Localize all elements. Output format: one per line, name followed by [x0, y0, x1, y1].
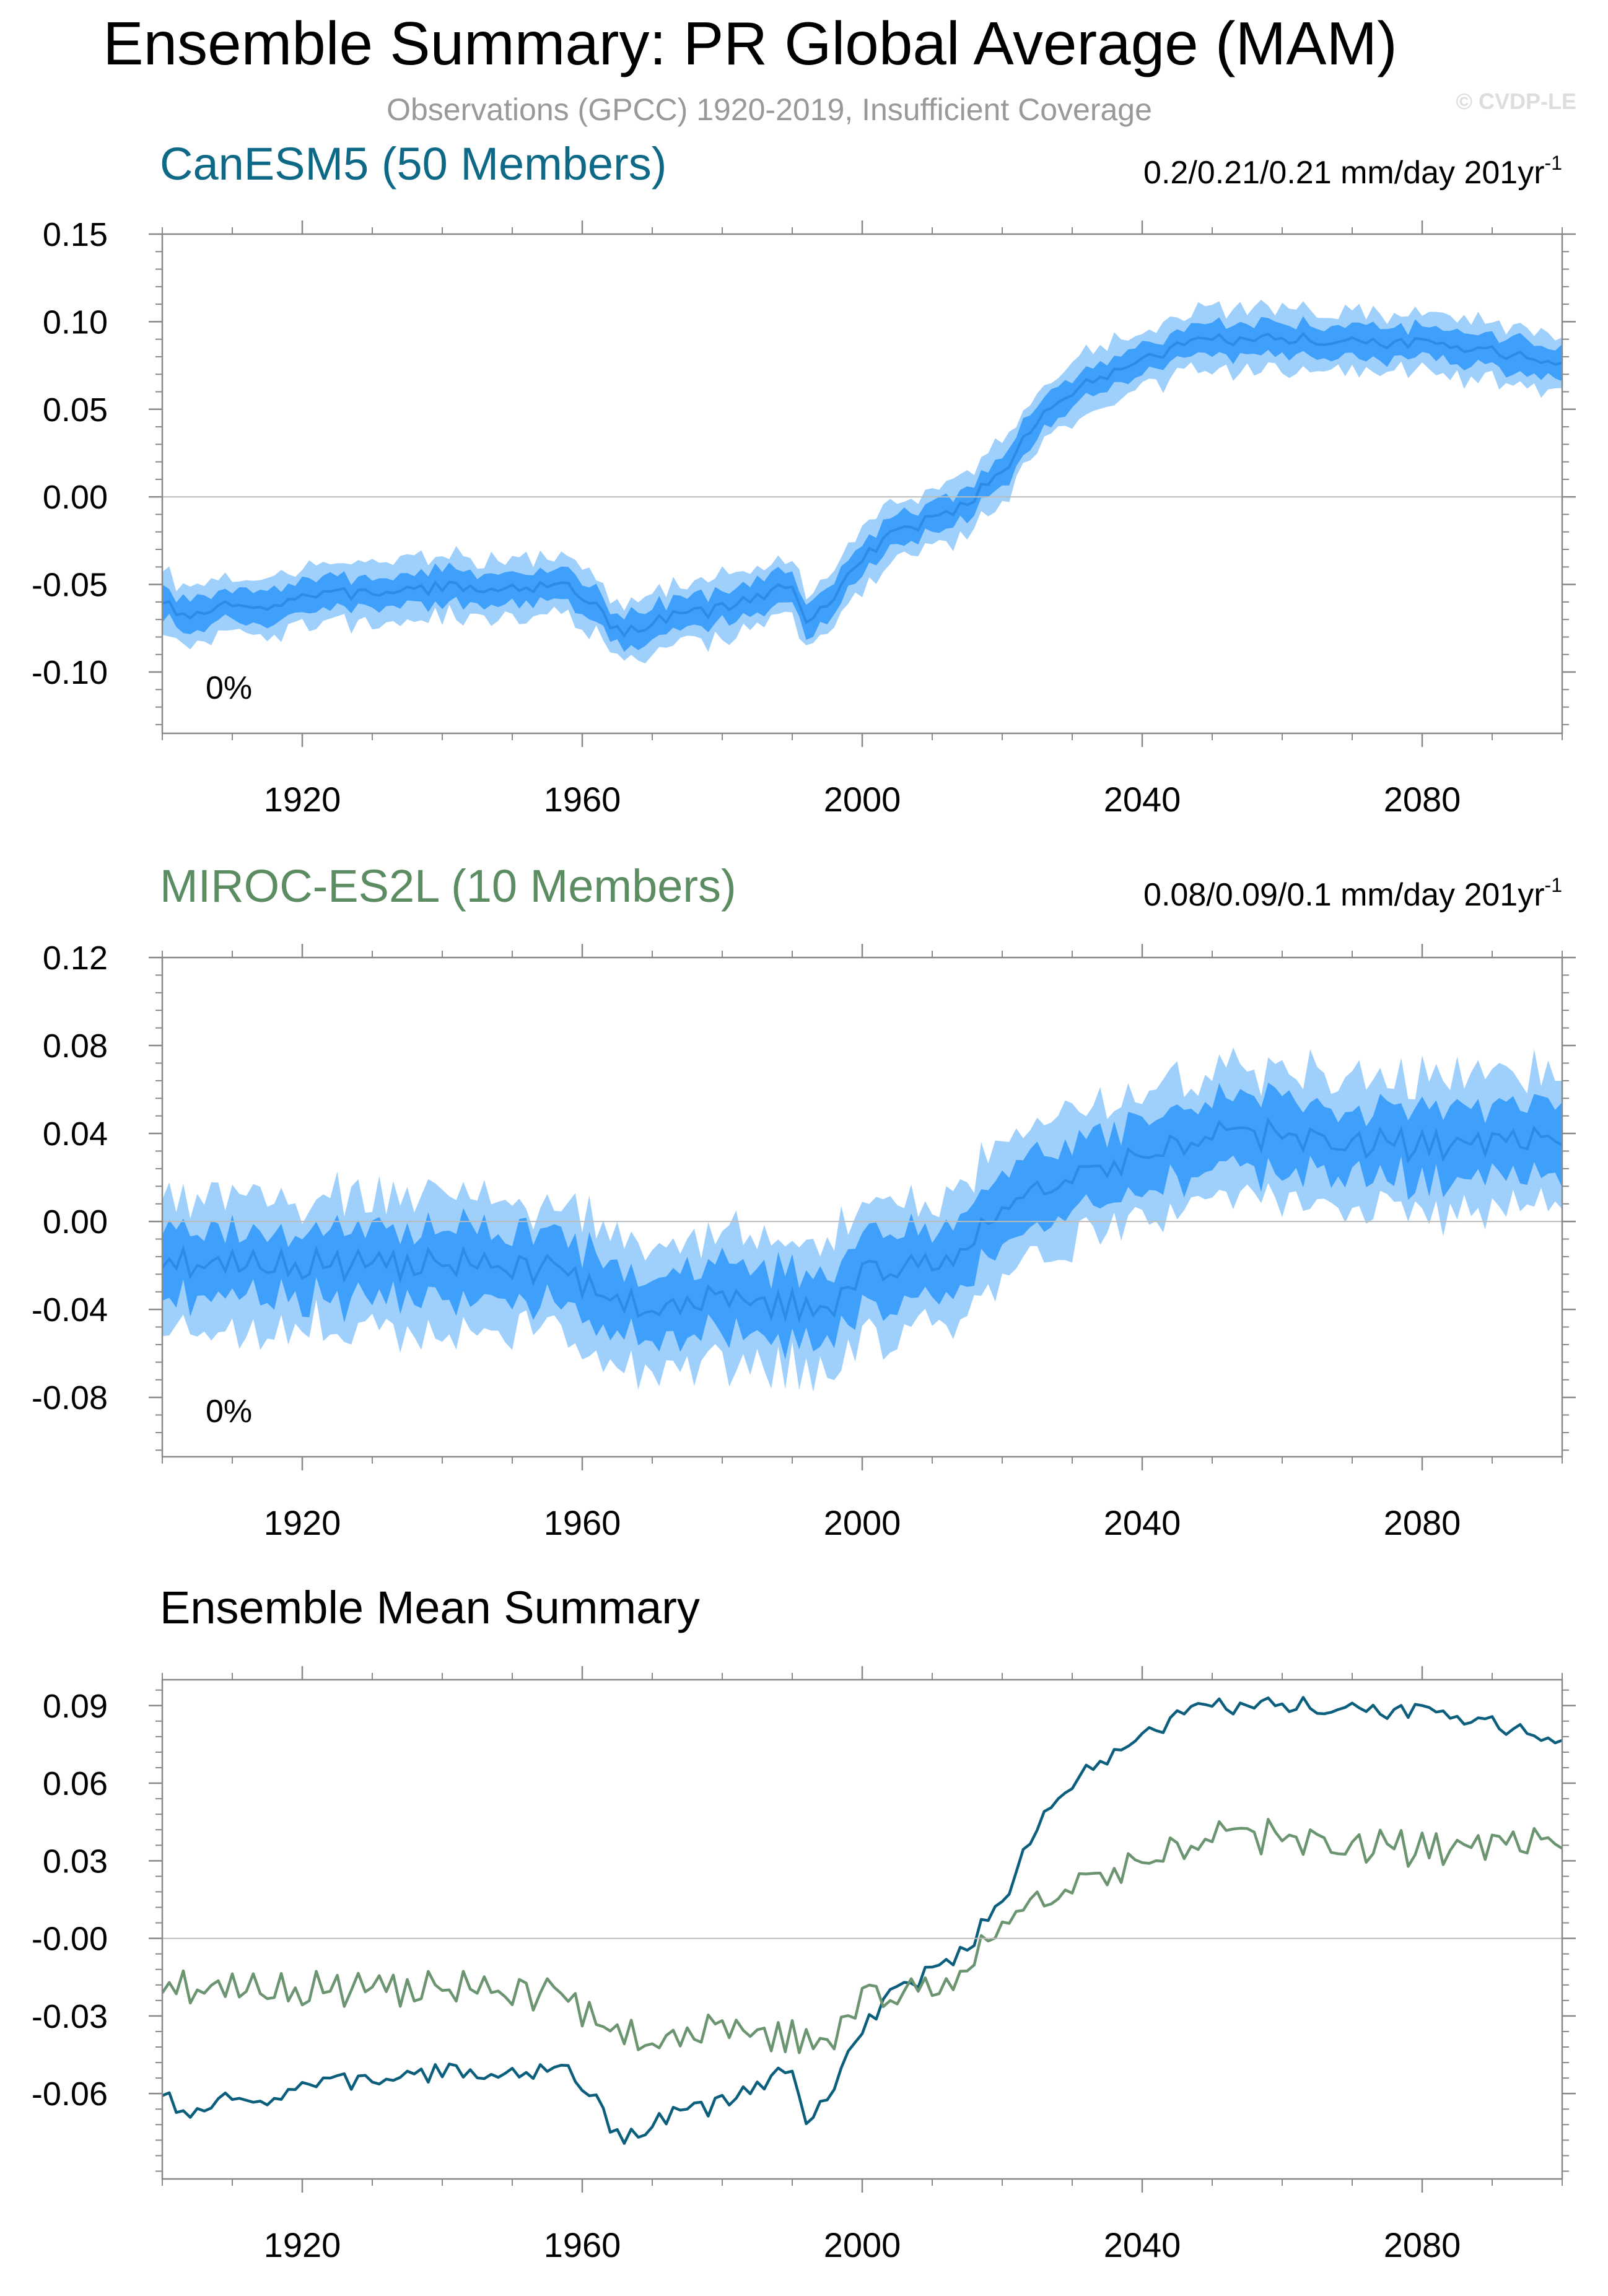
- canesm5-inner-spread-band: [162, 316, 1562, 652]
- summary-x-tick-label: 1960: [544, 2225, 621, 2264]
- canesm5-y-tick-label: -0.05: [32, 567, 108, 604]
- miroc-inner-spread-band: [162, 1082, 1562, 1360]
- miroc-panel: -0.08 -0.04 0.00 0.04 0.08 0.12 1920 1960 2000 20…: [32, 940, 1576, 1542]
- miroc-x-tick-label: 2040: [1104, 1503, 1181, 1542]
- canesm5-y-tick-label: 0.15: [43, 216, 108, 253]
- canesm5-ensemble-mean-line: [162, 331, 1562, 638]
- summary-y-tick-label: 0.09: [43, 1688, 108, 1725]
- canesm5-trend-sup: -1: [1545, 152, 1562, 174]
- miroc-trend-label: 0.08/0.09/0.1 mm/day 201yr-1: [1143, 874, 1562, 913]
- miroc-x-tick-label: 2080: [1384, 1503, 1461, 1542]
- miroc-y-tick-label: 0.04: [43, 1115, 108, 1153]
- summary-x-tick-label: 2040: [1104, 2225, 1181, 2264]
- canesm5-trend-text: 0.2/0.21/0.21 mm/day 201yr: [1143, 155, 1545, 191]
- summary-x-tick-label: 1920: [264, 2225, 341, 2264]
- canesm5-y-tick-label: 0.05: [43, 391, 108, 429]
- canesm5-trend-label: 0.2/0.21/0.21 mm/day 201yr-1: [1143, 152, 1562, 191]
- miroc-y-tick-label: 0.00: [43, 1203, 108, 1241]
- summary-panel-title: Ensemble Mean Summary: [160, 1582, 700, 1633]
- summary-y-tick-label: -0.03: [32, 1998, 108, 2035]
- miroc-y-tick-label: 0.08: [43, 1028, 108, 1065]
- summary-line-canesm5: [162, 1696, 1562, 2145]
- canesm5-panel: -0.10 -0.05 0.00 0.05 0.10 0.15 1920 1960 2000 20…: [32, 216, 1576, 819]
- miroc-y-tick-label: -0.04: [32, 1291, 108, 1329]
- miroc-x-tick-label: 1960: [544, 1503, 621, 1542]
- summary-x-tick-label: 2000: [824, 2225, 901, 2264]
- miroc-ensemble-mean-line: [162, 1117, 1562, 1323]
- miroc-x-tick-label: 2000: [824, 1503, 901, 1542]
- miroc-y-tick-label: 0.12: [43, 940, 108, 977]
- canesm5-y-tick-label: -0.10: [32, 654, 108, 691]
- summary-y-tick-label: 0.06: [43, 1765, 108, 1802]
- summary-y-tick-label: -0.06: [32, 2076, 108, 2113]
- canesm5-x-tick-label: 1960: [544, 780, 621, 819]
- canesm5-x-tick-label: 2000: [824, 780, 901, 819]
- summary-panel: -0.06 -0.03 -0.00 0.03 0.06 0.09 1920 1960 2000 2…: [32, 1666, 1576, 2264]
- canesm5-y-tick-label: 0.10: [43, 303, 108, 341]
- canesm5-panel-title: CanESM5 (50 Members): [160, 138, 666, 190]
- miroc-plot-area: [162, 1047, 1562, 1392]
- miroc-trend-text: 0.08/0.09/0.1 mm/day 201yr: [1143, 877, 1545, 913]
- canesm5-plot-area: [162, 300, 1562, 663]
- summary-line-miroc: [162, 1818, 1562, 2054]
- summary-y-tick-label: 0.03: [43, 1843, 108, 1880]
- figure-title: Ensemble Summary: PR Global Average (MAM…: [103, 9, 1397, 77]
- miroc-y-tick-label: -0.08: [32, 1379, 108, 1416]
- summary-y-tick-label: -0.00: [32, 1921, 108, 1958]
- miroc-trend-sup: -1: [1545, 874, 1562, 896]
- miroc-panel-title: MIROC-ES2L (10 Members): [160, 860, 736, 912]
- miroc-x-tick-label: 1920: [264, 1503, 341, 1542]
- figure-subtitle: Observations (GPCC) 1920-2019, Insuffici…: [387, 92, 1152, 127]
- canesm5-x-tick-label: 2080: [1384, 780, 1461, 819]
- canesm5-x-tick-label: 1920: [264, 780, 341, 819]
- canesm5-coverage-label: 0%: [206, 670, 252, 706]
- miroc-coverage-label: 0%: [206, 1394, 252, 1430]
- canesm5-y-tick-label: 0.00: [43, 479, 108, 516]
- summary-x-tick-label: 2080: [1384, 2225, 1461, 2264]
- canesm5-x-tick-label: 2040: [1104, 780, 1181, 819]
- summary-plot-area: [162, 1696, 1562, 2145]
- watermark: © CVDP-LE: [1456, 89, 1576, 114]
